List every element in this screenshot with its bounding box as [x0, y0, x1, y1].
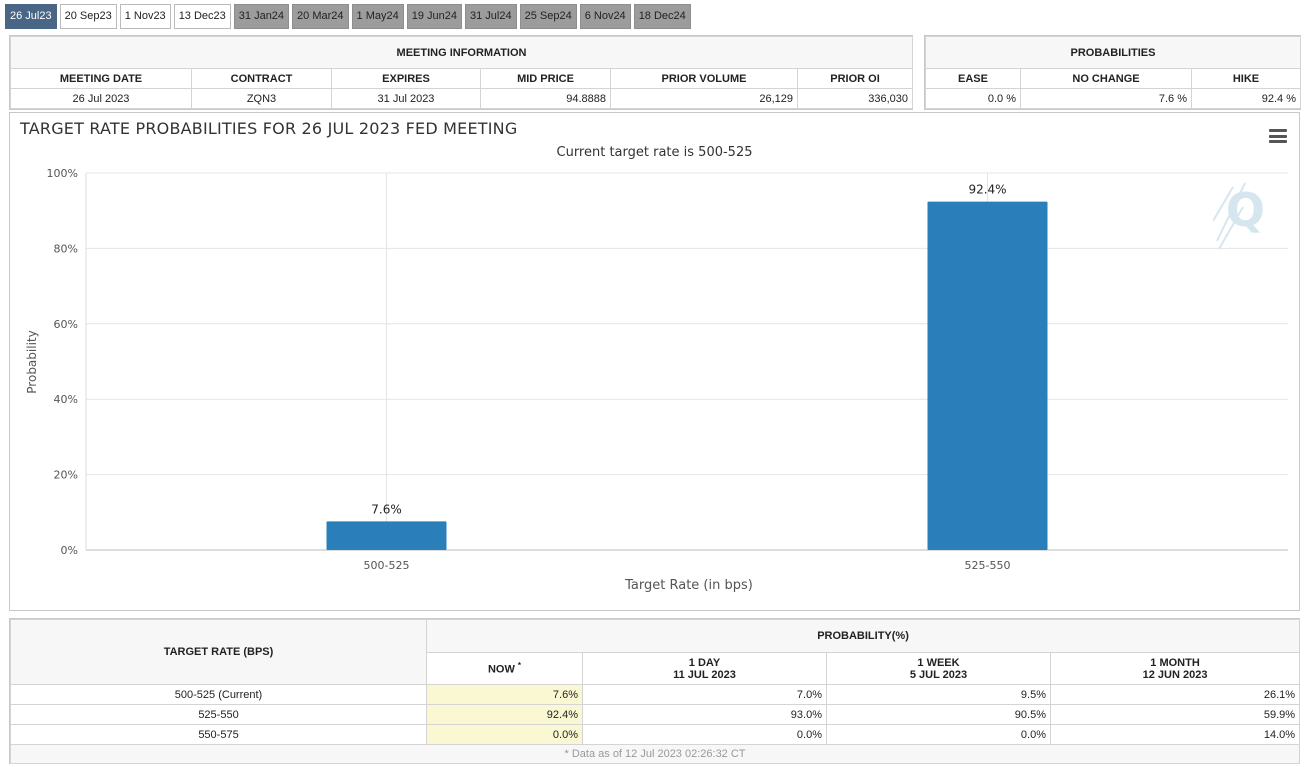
meeting-date-value: 26 Jul 2023	[10, 88, 192, 109]
now-cell: 7.6%	[426, 684, 583, 705]
one-month-cell: 59.9%	[1049, 704, 1301, 725]
ease-header: EASE	[925, 68, 1021, 89]
y-tick-label: 0%	[61, 544, 78, 557]
one-month-cell: 14.0%	[1049, 724, 1301, 745]
one-week-header: 1 WEEK 5 JUL 2023	[826, 652, 1051, 685]
tab-1-nov23[interactable]: 1 Nov23	[119, 4, 171, 29]
prior-volume-header: PRIOR VOLUME	[610, 68, 798, 89]
no-change-header: NO CHANGE	[1020, 68, 1192, 89]
meeting-date-tabs: 26 Jul23 20 Sep23 1 Nov23 13 Dec23 31 Ja…	[5, 4, 694, 29]
x-tick-label: 525-550	[965, 559, 1011, 572]
target-rate-header: TARGET RATE (BPS)	[10, 619, 427, 685]
x-tick-label: 500-525	[364, 559, 410, 572]
chart-subtitle: Current target rate is 500-525	[556, 145, 753, 160]
one-month-header: 1 MONTH 12 JUN 2023	[1049, 652, 1301, 685]
no-change-value: 7.6 %	[1020, 88, 1192, 109]
data-timestamp-footnote: * Data as of 12 Jul 2023 02:26:32 CT	[9, 744, 1301, 764]
probability-bar-chart: 0% 20% 40% 60% 80% 100% 7.6% 500-525 92.4% 525-55…	[25, 167, 1288, 593]
now-header: NOW *	[426, 652, 583, 685]
bar-500-525	[326, 521, 447, 550]
meeting-information-panel: MEETING INFORMATION MEETING DATE CONTRAC…	[9, 35, 914, 110]
tab-13-dec23[interactable]: 13 Dec23	[173, 4, 231, 29]
one-day-cell: 7.0%	[582, 684, 827, 705]
meeting-information-title: MEETING INFORMATION	[9, 36, 914, 69]
hamburger-menu-icon[interactable]	[1269, 129, 1287, 143]
one-day-cell: 0.0%	[582, 724, 827, 745]
watermark-logo-icon	[1213, 182, 1246, 250]
y-tick-label: 80%	[54, 242, 78, 255]
hike-value: 92.4 %	[1190, 88, 1302, 109]
probability-history-table: TARGET RATE (BPS) PROBABILITY(%) NOW * 1…	[9, 619, 1301, 764]
mid-price-header: MID PRICE	[480, 68, 611, 89]
tab-20-sep23[interactable]: 20 Sep23	[59, 4, 117, 29]
now-cell: 92.4%	[426, 704, 583, 725]
tab-20-mar24[interactable]: 20 Mar24	[292, 4, 349, 29]
prior-oi-header: PRIOR OI	[796, 68, 914, 89]
mid-price-value: 94.8888	[480, 88, 611, 109]
x-axis-label: Target Rate (in bps)	[624, 578, 753, 593]
tab-26-jul23[interactable]: 26 Jul23	[5, 4, 57, 29]
now-cell: 0.0%	[426, 724, 583, 745]
one-week-cell: 90.5%	[826, 704, 1051, 725]
prior-volume-value: 26,129	[610, 88, 798, 109]
one-week-cell: 0.0%	[826, 724, 1051, 745]
tab-19-jun24[interactable]: 19 Jun24	[406, 4, 462, 29]
data-label: 7.6%	[371, 502, 402, 516]
probability-header: PROBABILITY(%)	[425, 619, 1301, 653]
probabilities-table: PROBABILITIES EASE NO CHANGE HIKE 0.0 % …	[924, 36, 1302, 109]
table-row: 525-550 92.4% 93.0% 90.5% 59.9%	[10, 704, 1301, 725]
table-row: 500-525 (Current) 7.6% 7.0% 9.5% 26.1%	[10, 684, 1301, 705]
probability-history-panel: TARGET RATE (BPS) PROBABILITY(%) NOW * 1…	[9, 618, 1301, 764]
target-rate-cell: 500-525 (Current)	[10, 684, 427, 705]
data-label: 92.4%	[968, 183, 1006, 197]
chart-title: TARGET RATE PROBABILITIES FOR 26 JUL 202…	[20, 119, 518, 138]
probabilities-panel: PROBABILITIES EASE NO CHANGE HIKE 0.0 % …	[924, 35, 1302, 110]
hike-header: HIKE	[1190, 68, 1302, 89]
now-footnote-mark: *	[517, 661, 522, 671]
one-day-cell: 93.0%	[582, 704, 827, 725]
expires-value: 31 Jul 2023	[331, 88, 481, 109]
chart-panel: TARGET RATE PROBABILITIES FOR 26 JUL 202…	[9, 112, 1300, 611]
tab-18-dec24[interactable]: 18 Dec24	[633, 4, 691, 29]
contract-value: ZQN3	[191, 88, 332, 109]
y-tick-label: 20%	[54, 469, 78, 482]
y-tick-label: 40%	[54, 393, 78, 406]
target-rate-cell: 550-575	[10, 724, 427, 745]
expires-header: EXPIRES	[331, 68, 481, 89]
ease-value: 0.0 %	[925, 88, 1021, 109]
probabilities-title: PROBABILITIES	[924, 36, 1302, 69]
target-rate-cell: 525-550	[10, 704, 427, 725]
one-month-cell: 26.1%	[1049, 684, 1301, 705]
y-tick-label: 60%	[54, 318, 78, 331]
bar-525-550	[927, 201, 1048, 550]
prior-oi-value: 336,030	[796, 88, 914, 109]
y-axis-label: Probability	[25, 330, 39, 393]
tab-31-jan24[interactable]: 31 Jan24	[233, 4, 290, 29]
contract-header: CONTRACT	[191, 68, 332, 89]
watermark-q-letter: Q	[1225, 183, 1265, 237]
tab-1-may24[interactable]: 1 May24	[351, 4, 404, 29]
table-row: 550-575 0.0% 0.0% 0.0% 14.0%	[10, 724, 1301, 745]
meeting-date-header: MEETING DATE	[10, 68, 192, 89]
tab-31-jul24[interactable]: 31 Jul24	[465, 4, 517, 29]
tab-6-nov24[interactable]: 6 Nov24	[579, 4, 631, 29]
tab-25-sep24[interactable]: 25 Sep24	[519, 4, 577, 29]
meeting-information-table: MEETING INFORMATION MEETING DATE CONTRAC…	[9, 36, 914, 109]
y-tick-label: 100%	[47, 167, 78, 180]
one-day-header: 1 DAY 11 JUL 2023	[582, 652, 827, 685]
one-week-cell: 9.5%	[826, 684, 1051, 705]
